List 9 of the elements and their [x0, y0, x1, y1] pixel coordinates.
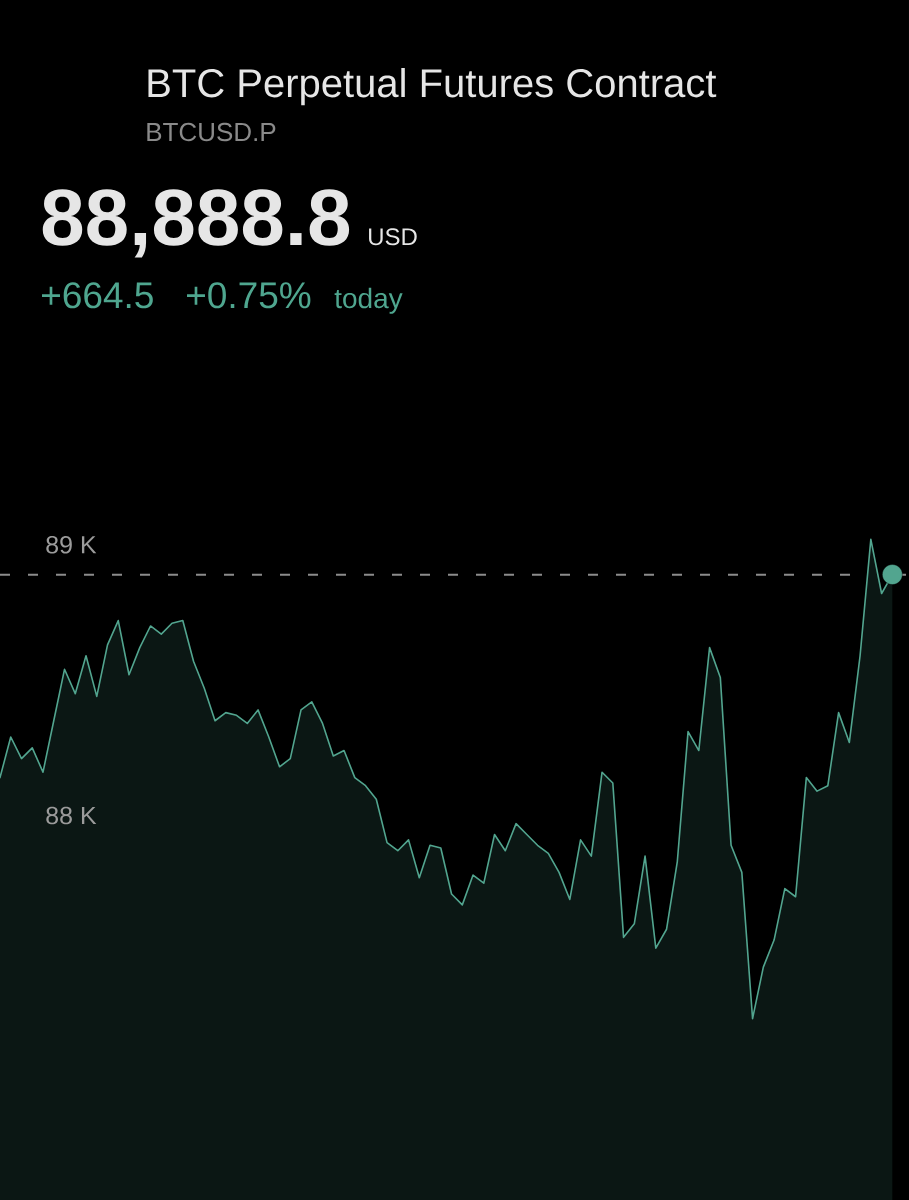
- text: USD: [369, 228, 417, 246]
- text: +0.75%: [187, 282, 311, 309]
- y-tick-label: 88 K: [46, 806, 97, 825]
- y-tick-label: 89 K: [46, 535, 97, 554]
- text: +664.5: [42, 282, 153, 309]
- text: today: [334, 287, 403, 314]
- chart-title: BTC Perpetual Futures Contract: [148, 68, 717, 106]
- text: 88,888.8: [42, 189, 350, 258]
- chart-subtitle: BTCUSD.P: [147, 122, 276, 142]
